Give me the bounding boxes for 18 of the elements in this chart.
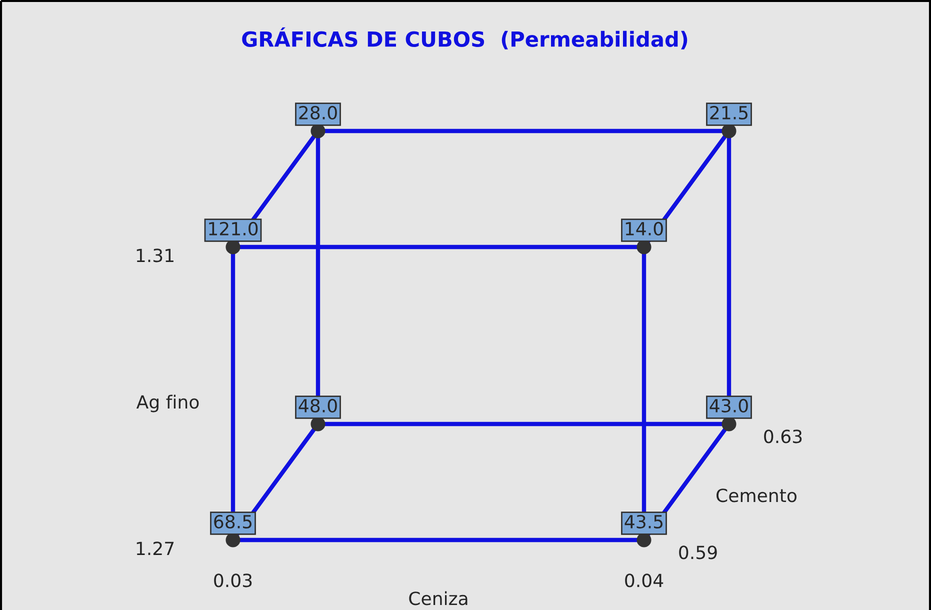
text: 0.63: [764, 430, 802, 444]
text: Ag fino: [136, 394, 199, 412]
text: GRÁFICAS DE CUBOS (Permeabilidad): [242, 27, 688, 50]
text: Cemento: [716, 488, 797, 502]
data-label: 28.0: [299, 106, 337, 120]
category-label: 1.27: [136, 542, 174, 555]
data-label: 48.0: [298, 398, 337, 412]
category-label: 0.04: [625, 574, 664, 588]
data-label: 14.0: [626, 222, 663, 236]
data-label: 21.5: [710, 106, 748, 120]
data-label: 43.0: [710, 398, 748, 412]
data-label: 43.5: [624, 514, 663, 528]
category-label: 1.31: [136, 248, 174, 262]
data-label: 121.0: [209, 222, 258, 236]
text: Ceniza: [409, 591, 468, 606]
data-label: 68.5: [214, 514, 252, 528]
text: 0.59: [679, 546, 717, 560]
category-label: 0.03: [214, 574, 252, 588]
